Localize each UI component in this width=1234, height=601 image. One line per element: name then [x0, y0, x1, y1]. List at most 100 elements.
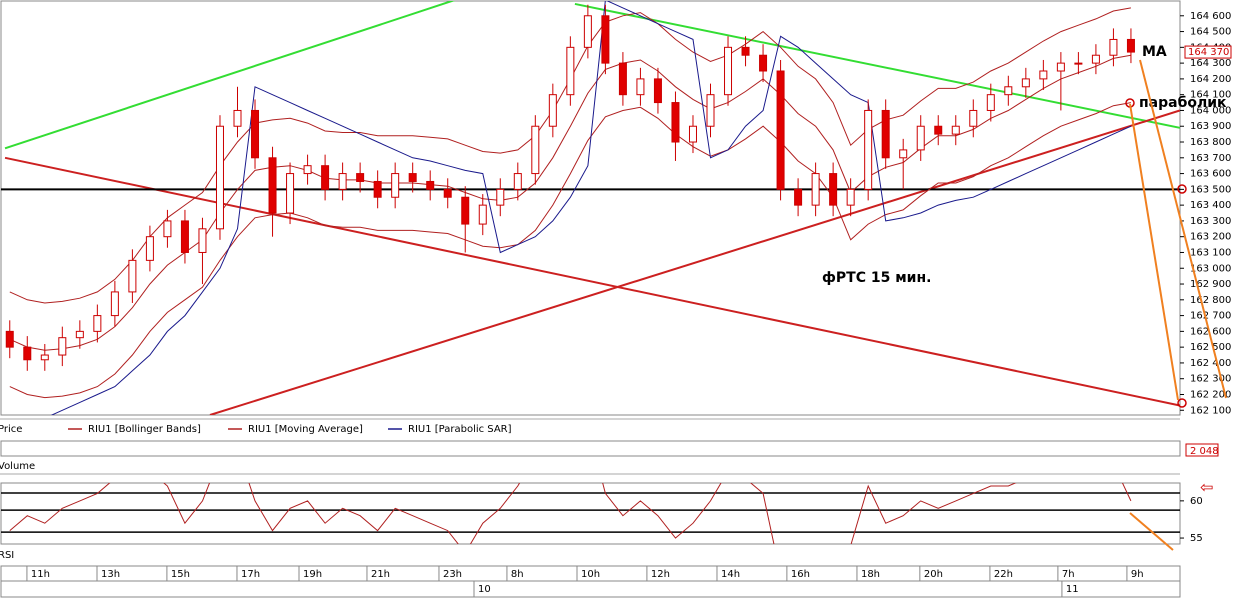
- y-tick-label: 163 200: [1190, 232, 1231, 243]
- y-tick-label: 164 300: [1190, 58, 1231, 69]
- x-tick-label: 7h: [1062, 569, 1075, 580]
- candle-body: [1004, 86, 1013, 96]
- ma-annotation: MA: [1142, 44, 1167, 60]
- candle-body: [426, 180, 435, 190]
- candle-body: [391, 173, 400, 198]
- x-tick-label: 11h: [31, 569, 50, 580]
- candle-body: [303, 165, 312, 175]
- candle-body: [23, 346, 32, 361]
- overlay-line: [50, 1, 1132, 415]
- forecast-arrow: [1139, 59, 1227, 399]
- candle-body: [969, 109, 978, 127]
- legend: Price RIU1 [Bollinger Bands] RIU1 [Moving…: [0, 424, 512, 435]
- candle-body: [58, 337, 67, 356]
- forecast-arrow: [1129, 103, 1179, 401]
- volume-panel: [0, 440, 1181, 457]
- y-tick-label: 164 200: [1190, 74, 1231, 85]
- candle-body: [373, 180, 382, 198]
- trend-line: [209, 109, 1180, 415]
- time-axis-labels: 11h 13h 15h 17h 19h 21h 23h 8h 10h 12h 14h 16h 18h 20…: [26, 566, 1144, 597]
- y-tick-label: 162 500: [1190, 342, 1231, 353]
- y-tick-label: 163 500: [1190, 184, 1231, 195]
- candle-body: [1091, 54, 1100, 64]
- rsi-tick-label: 60: [1190, 496, 1203, 507]
- y-tick-label: 163 900: [1190, 121, 1231, 132]
- candle-body: [338, 173, 347, 190]
- candle-body: [583, 15, 592, 48]
- rsi-plot: [1, 483, 1180, 544]
- level-marker: [1177, 398, 1187, 408]
- candle-body: [951, 125, 960, 135]
- x-tick-label: 12h: [651, 569, 670, 580]
- y-tick-label: 162 900: [1190, 279, 1231, 290]
- x-tick-label: 19h: [303, 569, 322, 580]
- y-tick-label: 162 200: [1190, 389, 1231, 400]
- candle-body: [1074, 62, 1083, 65]
- y-tick-label: 162 100: [1190, 405, 1231, 416]
- candle-body: [408, 173, 417, 182]
- candle-body: [478, 204, 487, 225]
- candle-body: [636, 78, 645, 96]
- candle-body: [548, 94, 557, 127]
- rsi-arrow: ⇦: [1200, 478, 1213, 497]
- candle-body: [215, 125, 224, 230]
- candle-body: [93, 315, 102, 332]
- candle-body: [251, 109, 260, 159]
- candle-body: [688, 125, 697, 143]
- candle-body: [653, 78, 662, 104]
- y-tick-label: 164 100: [1190, 90, 1231, 101]
- y-tick-label: 163 600: [1190, 169, 1231, 180]
- candle-body: [811, 173, 820, 206]
- candle-body: [759, 54, 768, 72]
- y-tick-label: 162 800: [1190, 295, 1231, 306]
- volume-box: [1185, 443, 1219, 457]
- candle-body: [496, 188, 505, 206]
- x-tick-label: 9h: [1131, 569, 1144, 580]
- candle-body: [881, 109, 890, 159]
- forecast-arrow: [1129, 512, 1174, 551]
- candle-body: [864, 109, 873, 190]
- level-marker: [1177, 184, 1187, 194]
- candle-body: [899, 149, 908, 159]
- y-tick-label: 163 300: [1190, 216, 1231, 227]
- x-tick-label: 20h: [924, 569, 943, 580]
- y-tick-label: 163 400: [1190, 200, 1231, 211]
- candle-body: [110, 291, 119, 317]
- candle-body: [618, 62, 627, 96]
- y-tick-label: 163 700: [1190, 153, 1231, 164]
- candle-body: [75, 330, 84, 339]
- candle-body: [356, 173, 365, 182]
- y-tick-label: 162 700: [1190, 311, 1231, 322]
- candle-body: [128, 259, 137, 293]
- rsi-axis: 60 55: [1180, 496, 1203, 544]
- x-tick-label: 21h: [371, 569, 390, 580]
- candle-body: [513, 173, 522, 190]
- legend-label: RIU1 [Moving Average]: [248, 424, 363, 435]
- candle-body: [145, 236, 154, 261]
- candle-body: [706, 94, 715, 127]
- x-tick-label: 22h: [994, 569, 1013, 580]
- legend-label: Price: [0, 424, 22, 435]
- price-plot: [1, 1, 1180, 415]
- y-tick-label: 164 600: [1190, 11, 1231, 22]
- candle-body: [163, 220, 172, 238]
- last-price-box: [1184, 45, 1232, 59]
- x-tick-label: 14h: [721, 569, 740, 580]
- candle-body: [1126, 38, 1135, 53]
- candle-body: [531, 125, 540, 175]
- volume-label: Volume: [0, 461, 35, 472]
- rsi-panel: [0, 482, 1181, 545]
- y-tick-label: 163 100: [1190, 247, 1231, 258]
- volume-value: 2 048: [1190, 446, 1219, 457]
- x-tick-label: 16h: [791, 569, 810, 580]
- candle-body: [794, 188, 803, 206]
- candle-body: [1109, 38, 1118, 56]
- rsi-line: [9, 483, 1132, 544]
- date-tick-label: 11: [1066, 584, 1079, 595]
- sar-annotation: параболик: [1139, 95, 1227, 111]
- y-tick-label: 163 800: [1190, 137, 1231, 148]
- candle-body: [40, 354, 49, 361]
- y-tick-label: 162 300: [1190, 374, 1231, 385]
